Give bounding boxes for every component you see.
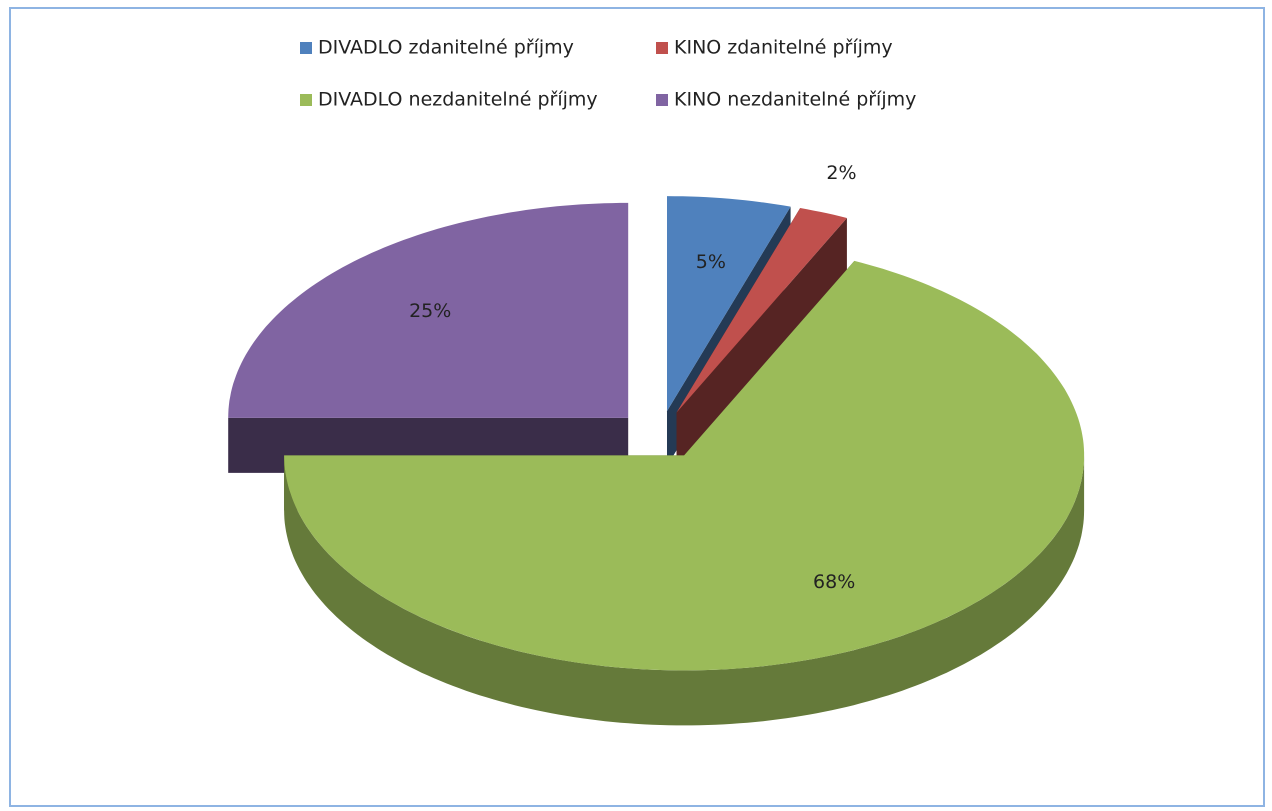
legend-swatch: [300, 94, 312, 106]
legend-swatch: [656, 94, 668, 106]
data-label: 2%: [826, 162, 856, 184]
data-label: 25%: [409, 300, 451, 322]
legend-label: DIVADLO nezdanitelné příjmy: [318, 89, 598, 111]
pie-slice: [676, 208, 847, 468]
pie-slice: [284, 260, 1085, 726]
slice-top: [228, 202, 629, 418]
slice-top: [676, 208, 847, 413]
legend-label: KINO zdanitelné příjmy: [674, 37, 893, 59]
data-label: 68%: [813, 571, 855, 593]
slice-side: [676, 218, 847, 468]
data-label: 5%: [696, 251, 726, 273]
slice-top: [667, 196, 791, 412]
legend-label: KINO nezdanitelné příjmy: [674, 89, 916, 111]
slice-wall: [284, 455, 1085, 726]
legend-label: DIVADLO zdanitelné příjmy: [318, 37, 574, 59]
slice-top: [284, 260, 1085, 671]
legend-swatch: [300, 42, 312, 54]
legend-swatch: [656, 42, 668, 54]
